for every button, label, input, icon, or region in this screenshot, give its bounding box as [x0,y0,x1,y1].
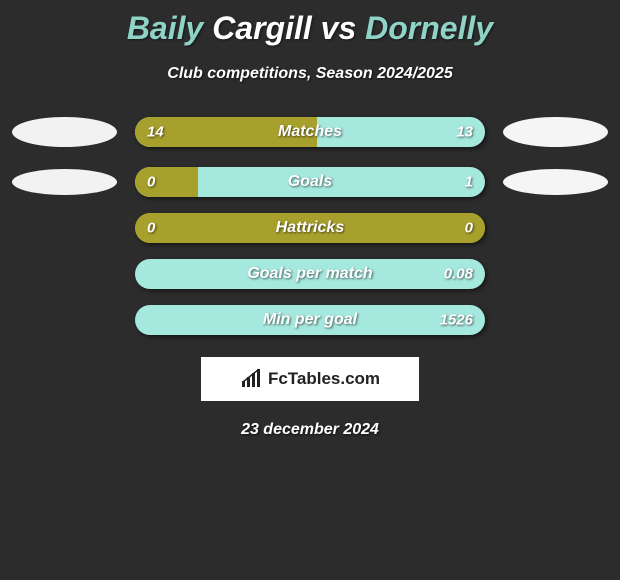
stat-value-right: 0.08 [444,266,473,283]
title-part-3: Dornelly [365,10,493,46]
stat-label: Hattricks [135,219,485,237]
player-right-marker [503,117,608,147]
player-right-marker [503,169,608,195]
stat-value-right: 0 [465,220,473,237]
stat-bar: 0Goals1 [135,167,485,197]
stat-label: Goals [135,173,485,191]
comparison-rows: 14Matches130Goals10Hattricks0Goals per m… [0,117,620,335]
title-part-2: Cargill vs [212,10,356,46]
stat-bar: 0Hattricks0 [135,213,485,243]
comparison-row: 14Matches13 [0,117,620,147]
title-part-1: Baily [127,10,203,46]
comparison-row: 0Goals1 [0,167,620,197]
stat-label: Min per goal [135,311,485,329]
stat-bar: Goals per match0.08 [135,259,485,289]
stat-bar: 14Matches13 [135,117,485,147]
watermark-text: FcTables.com [268,369,380,389]
page-title: Baily Cargill vs Dornelly [0,0,620,47]
stat-bar: Min per goal1526 [135,305,485,335]
comparison-row: 0Hattricks0 [0,213,620,243]
stat-label: Goals per match [135,265,485,283]
stat-value-right: 13 [456,124,473,141]
stat-value-right: 1 [465,174,473,191]
player-left-marker [12,117,117,147]
comparison-row: Min per goal1526 [0,305,620,335]
subtitle: Club competitions, Season 2024/2025 [0,65,620,83]
watermark-badge: FcTables.com [201,357,419,401]
date-text: 23 december 2024 [0,421,620,439]
stat-value-right: 1526 [440,312,473,329]
stat-label: Matches [135,123,485,141]
chart-icon [240,369,264,389]
player-left-marker [12,169,117,195]
comparison-row: Goals per match0.08 [0,259,620,289]
